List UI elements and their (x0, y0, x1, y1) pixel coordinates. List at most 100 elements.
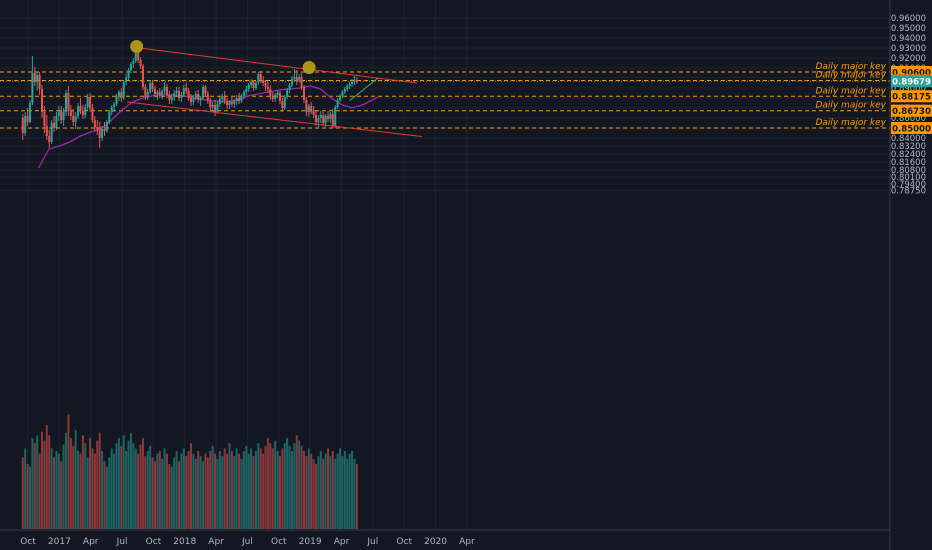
candle-body (245, 89, 248, 92)
volume-bar (288, 445, 291, 529)
volume-bar (96, 440, 99, 529)
candle-body (190, 98, 193, 102)
candle-body (264, 83, 267, 87)
candle-body (180, 95, 183, 98)
volume-bar (240, 458, 243, 529)
candle-body (182, 88, 185, 95)
candle-body (86, 97, 89, 107)
volume-bar (146, 451, 149, 529)
volume-bar (206, 457, 209, 529)
volume-bar (276, 451, 279, 529)
candle-body (307, 106, 310, 112)
time-tick-label: Oct (146, 537, 162, 547)
volume-bar (163, 448, 166, 529)
volume-bar (170, 466, 173, 529)
time-tick-label: Oct (20, 537, 36, 547)
volume-bar (218, 451, 221, 529)
time-tick-label: Apr (208, 537, 224, 547)
volume-bar (329, 456, 332, 529)
volume-bar (274, 440, 277, 529)
moving-average-line (37, 85, 379, 169)
candle-body (60, 110, 63, 120)
candle-body (247, 85, 250, 89)
trendline (135, 47, 417, 84)
volume-bar (48, 435, 51, 529)
candle-body (197, 94, 200, 100)
volume-bar (190, 443, 193, 529)
candle-body (343, 89, 346, 92)
volume-bar (214, 453, 217, 529)
candle-body (202, 87, 205, 98)
last-price-tag (891, 75, 932, 88)
volume-bar (317, 456, 320, 529)
candle-body (43, 112, 46, 126)
key-level-value: 0.85000 (892, 124, 931, 134)
candle-body (317, 118, 320, 122)
volume-bar (26, 464, 29, 529)
time-axis[interactable]: Oct 2017 Apr Jul Oct 2018 Apr Jul Oct 2019 Apr Jul O… (20, 537, 475, 547)
candle-body (53, 123, 56, 128)
time-tick-label: 2019 (299, 537, 322, 547)
volume-bar (81, 435, 84, 529)
volume-bar (105, 466, 108, 529)
candle-body (228, 102, 231, 105)
candle-body (178, 91, 181, 98)
volume-bar (182, 448, 185, 529)
candle-body (96, 127, 99, 130)
candle-body (50, 123, 53, 142)
candle-body (146, 92, 149, 97)
volume-bar (281, 448, 284, 529)
time-tick-label: 2020 (424, 537, 447, 547)
volume-bar (115, 443, 118, 529)
candle-body (113, 104, 116, 107)
volume-bar (180, 453, 183, 529)
volume-bar (252, 456, 255, 529)
pivot-marker (130, 40, 144, 53)
candle-body (187, 91, 190, 98)
volume-bar (228, 443, 231, 529)
volume-bar (93, 453, 96, 529)
volume-bar (178, 461, 181, 529)
candle-body (315, 115, 318, 122)
volume-bar (153, 461, 156, 529)
last-price-value: 0.89679 (892, 78, 931, 88)
volume-bar (122, 435, 125, 529)
volume-bar (307, 448, 310, 529)
volume-bar (125, 451, 128, 529)
price-tick-label: 0.80800 (891, 166, 926, 176)
key-level-tag (891, 90, 932, 103)
candle-body (125, 78, 128, 82)
candle-body (346, 86, 349, 89)
volume-bar (139, 444, 142, 529)
candle-body (120, 92, 123, 98)
candle-body (348, 84, 351, 86)
candle-body (117, 92, 120, 96)
volume-bar (55, 451, 58, 529)
volume-bar (204, 453, 207, 529)
price-tick-label: 0.82400 (891, 150, 926, 160)
volume-bar (230, 451, 233, 529)
candle-body (55, 116, 58, 128)
candle-body (62, 112, 65, 120)
key-level-label: Daily major key (815, 86, 886, 96)
volume-bar (271, 448, 274, 529)
candle-body (168, 95, 171, 100)
candle-body (206, 94, 209, 101)
candle-body (151, 83, 154, 89)
volume-bar (86, 457, 89, 529)
volume-bar (312, 458, 315, 529)
candle-body (329, 114, 332, 119)
volume-bar (310, 453, 313, 529)
candle-body (233, 101, 236, 104)
volume-bar (120, 445, 123, 529)
candle-body (108, 112, 111, 122)
candle-body (230, 102, 233, 104)
volume-bar (108, 457, 111, 529)
price-tick-label: 0.80100 (891, 173, 926, 183)
time-tick-label: Jul (241, 537, 253, 547)
volume-bar (334, 458, 337, 529)
candle-body (165, 87, 168, 95)
candle-body (295, 77, 298, 81)
volume-bar (235, 448, 238, 529)
